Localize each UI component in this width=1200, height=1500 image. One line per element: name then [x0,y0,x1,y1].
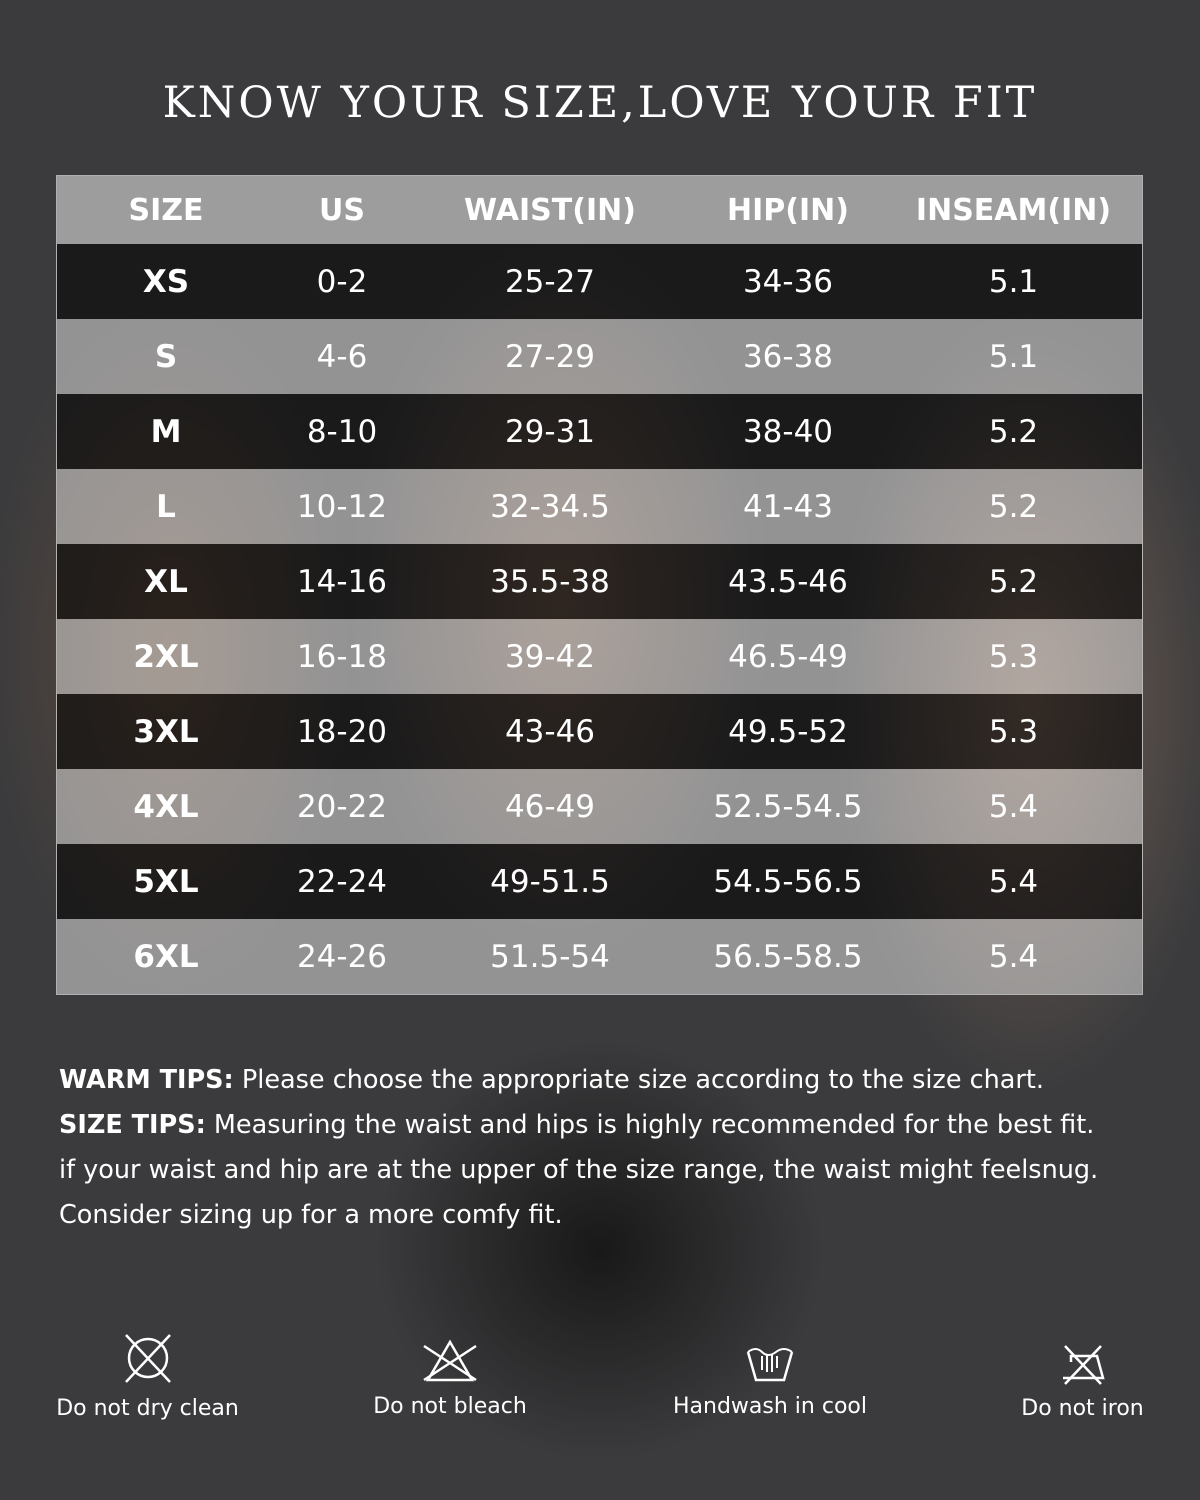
cell-hip: 41-43 [742,488,834,525]
care-no-bleach: Do not bleach [350,1338,550,1419]
no-dry-clean-icon [124,1334,171,1383]
table-row: 5XL 22-24 49-51.5 54.5-56.5 5.4 [57,844,1142,919]
cell-us: 22-24 [296,863,388,900]
size-tips-line3: if your waist and hip are at the upper o… [59,1155,1099,1185]
cell-inseam: 5.4 [988,938,1039,975]
cell-hip: 36-38 [742,338,834,375]
cell-inseam: 5.1 [988,263,1039,300]
header-waist: WAIST(IN) [464,192,636,228]
cell-hip: 34-36 [742,263,834,300]
handwash-icon [746,1348,794,1382]
header-hip: HIP(IN) [727,192,849,228]
care-label: Do not iron [1021,1396,1144,1421]
cell-us: 20-22 [296,788,388,825]
cell-waist: 32-34.5 [490,488,610,525]
size-chart-table: SIZE US WAIST(IN) HIP(IN) INSEAM(IN) XS 0… [56,175,1143,995]
size-tips: SIZE TIPS: Measuring the waist and hips … [59,1103,1159,1148]
cell-hip: 38-40 [742,413,834,450]
cell-inseam: 5.4 [988,863,1039,900]
cell-us: 4-6 [316,338,368,375]
header-inseam: INSEAM(IN) [915,192,1112,228]
table-header: SIZE US WAIST(IN) HIP(IN) INSEAM(IN) [57,176,1142,244]
size-tips-text: Measuring the waist and hips is highly r… [205,1110,1095,1140]
cell-size: 5XL [133,863,199,900]
care-label: Do not dry clean [56,1396,239,1421]
care-handwash: Handwash in cool [660,1340,880,1419]
cell-size: 3XL [133,713,199,750]
header-us: US [319,192,365,228]
tips: WARM TIPS: Please choose the appropriate… [59,1058,1159,1238]
cell-waist: 43-46 [504,713,596,750]
cell-hip: 49.5-52 [728,713,848,750]
cell-us: 8-10 [306,413,378,450]
cell-inseam: 5.2 [988,413,1039,450]
warm-tips-label: WARM TIPS: [59,1065,234,1095]
size-tips-line4: Consider sizing up for a more comfy fit. [59,1200,563,1230]
cell-inseam: 5.2 [988,563,1039,600]
table-row: 6XL 24-26 51.5-54 56.5-58.5 5.4 [57,919,1142,994]
cell-waist: 39-42 [504,638,596,675]
cell-us: 0-2 [316,263,368,300]
cell-inseam: 5.1 [988,338,1039,375]
cell-inseam: 5.3 [988,713,1039,750]
cell-size: 4XL [133,788,199,825]
no-bleach-icon [423,1339,477,1382]
page-title: KNOW YOUR SIZE,LOVE YOUR FIT [162,78,1038,128]
warm-tips: WARM TIPS: Please choose the appropriate… [59,1058,1159,1103]
care-no-iron: Do not iron [1000,1342,1165,1421]
care-label: Do not bleach [373,1394,527,1419]
cell-hip: 52.5-54.5 [713,788,863,825]
table-row: L 10-12 32-34.5 41-43 5.2 [57,469,1142,544]
cell-us: 18-20 [296,713,388,750]
table-row: XS 0-2 25-27 34-36 5.1 [57,244,1142,319]
table-row: 2XL 16-18 39-42 46.5-49 5.3 [57,619,1142,694]
cell-size: L [156,488,176,525]
cell-size: XS [142,263,190,300]
warm-tips-text: Please choose the appropriate size accor… [233,1065,1045,1095]
cell-us: 16-18 [296,638,388,675]
cell-waist: 29-31 [504,413,596,450]
cell-hip: 43.5-46 [728,563,848,600]
cell-size: 2XL [133,638,199,675]
table-row: 4XL 20-22 46-49 52.5-54.5 5.4 [57,769,1142,844]
cell-waist: 49-51.5 [490,863,610,900]
cell-waist: 27-29 [504,338,596,375]
cell-inseam: 5.4 [988,788,1039,825]
cell-waist: 25-27 [504,263,596,300]
cell-size: S [154,338,178,375]
table-row: 3XL 18-20 43-46 49.5-52 5.3 [57,694,1142,769]
cell-us: 24-26 [296,938,388,975]
cell-size: 6XL [133,938,199,975]
cell-hip: 54.5-56.5 [713,863,863,900]
cell-inseam: 5.2 [988,488,1039,525]
cell-us: 10-12 [296,488,388,525]
cell-hip: 46.5-49 [728,638,848,675]
table-row: S 4-6 27-29 36-38 5.1 [57,319,1142,394]
size-tips-label: SIZE TIPS: [59,1110,206,1140]
cell-size: XL [144,563,188,600]
cell-waist: 35.5-38 [490,563,610,600]
header-size: SIZE [128,192,204,228]
cell-waist: 51.5-54 [490,938,610,975]
care-no-dry-clean: Do not dry clean [40,1330,255,1421]
no-iron-icon [1062,1345,1105,1385]
cell-waist: 46-49 [504,788,596,825]
cell-hip: 56.5-58.5 [713,938,863,975]
cell-inseam: 5.3 [988,638,1039,675]
cell-size: M [150,413,182,450]
table-row: M 8-10 29-31 38-40 5.2 [57,394,1142,469]
table-row: XL 14-16 35.5-38 43.5-46 5.2 [57,544,1142,619]
care-label: Handwash in cool [673,1394,867,1419]
cell-us: 14-16 [296,563,388,600]
